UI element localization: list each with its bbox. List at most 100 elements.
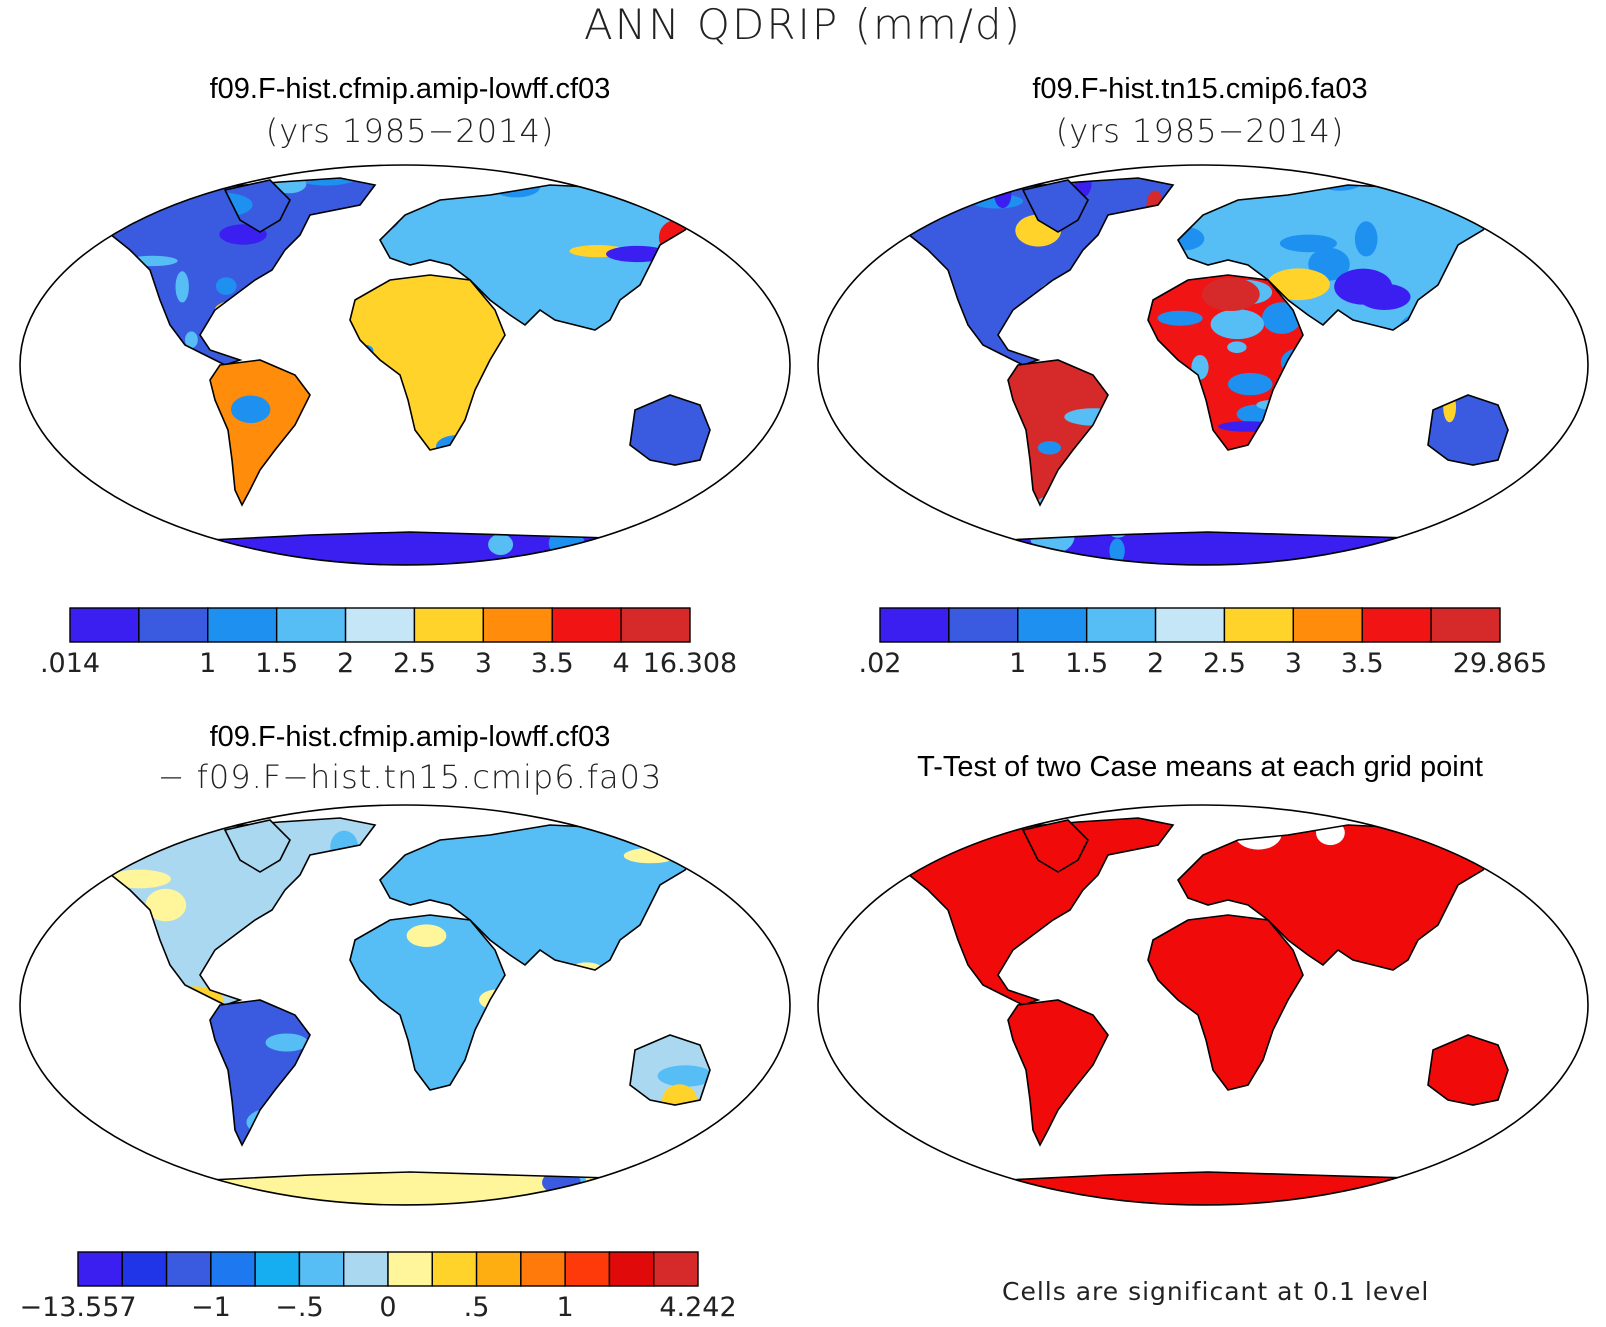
field-patch: [10, 433, 35, 455]
field-patch: [725, 1148, 761, 1162]
field-patch: [831, 487, 874, 501]
field-patch: [106, 1166, 159, 1186]
field-patch: [10, 169, 38, 202]
field-patch: [751, 800, 763, 817]
field-patch: [117, 821, 166, 852]
field-patch: [748, 1160, 777, 1173]
field-patch: [1451, 175, 1508, 203]
field-patch: [808, 562, 846, 571]
field-patch: [814, 546, 857, 570]
field-patch: [85, 207, 121, 225]
field-patch: [20, 200, 55, 214]
field-patch: [51, 501, 87, 529]
continent-australia: [130, 808, 711, 1191]
colorbar-swatch: [1292, 607, 1363, 643]
field-patch: [80, 536, 115, 553]
field-patch: [27, 160, 46, 175]
field-patch: [1157, 310, 1203, 326]
field-patch: [697, 1141, 737, 1154]
field-patch: [563, 808, 605, 820]
field-patch: [44, 538, 95, 570]
field-patch: [808, 514, 821, 527]
colorbar-tick-label: 2.5: [1203, 648, 1246, 679]
field-patch: [711, 811, 730, 821]
field-patch: [760, 553, 800, 570]
field-patch: [28, 160, 80, 172]
field-patch: [734, 540, 767, 570]
land-australia: [630, 395, 710, 465]
field-patch: [43, 812, 66, 832]
land-north-america: [903, 178, 1173, 365]
field-patch: [729, 1193, 748, 1211]
field-patch: [1279, 234, 1337, 253]
panel1-title: f09.F-hist.cfmip.amip-lowff.cf03: [209, 73, 611, 105]
field-patch: [746, 854, 770, 872]
coastline-africa: [1147, 274, 1304, 451]
field-patch: [41, 488, 95, 503]
coastline-greenland: [223, 179, 291, 233]
field-patch: [776, 1113, 800, 1127]
colorbar-swatch: [344, 607, 416, 643]
coastline-north-america: [103, 817, 377, 1006]
field-patch: [1201, 277, 1260, 311]
land-south-america: [210, 360, 310, 505]
land-eurasia: [380, 825, 700, 970]
coastline-australia: [629, 1034, 711, 1106]
field-patch: [1266, 268, 1330, 301]
colorbar-tick-label: 0: [379, 1292, 396, 1323]
coastline-eurasia: [379, 824, 702, 971]
field-patch: [1431, 549, 1492, 570]
field-patch: [861, 171, 906, 187]
colorbar-tick-label: 2: [337, 648, 354, 679]
colorbar-swatch: [948, 607, 1019, 643]
field-patch: [715, 826, 746, 855]
field-patch: [151, 544, 204, 570]
map-border: [817, 804, 1589, 1206]
field-patch: [609, 534, 663, 562]
colorbar-tick-label: 3.5: [531, 648, 574, 679]
colorbar-panel-3: −13.557 −1 −.5 0 .5 1 4.242: [19, 1251, 737, 1323]
field-patch: [773, 510, 795, 538]
colorbar-tick-label: 3.5: [1341, 648, 1384, 679]
colorbar-tick-label: 4: [613, 648, 630, 679]
colorbar-tick-label: 2: [1147, 648, 1164, 679]
field-patch: [215, 277, 237, 295]
colorbar-tick-label: 16.308: [643, 648, 737, 679]
map-panel-2: [808, 164, 1596, 571]
field-patch: [1495, 549, 1543, 570]
coastline-eurasia: [1177, 184, 1500, 331]
field-patch: [548, 217, 566, 241]
field-patch: [130, 1181, 177, 1191]
field-patch: [1498, 857, 1544, 869]
field-patch: [470, 965, 505, 993]
field-patch: [10, 450, 46, 466]
field-patch: [1227, 372, 1273, 396]
field-patch: [48, 206, 78, 220]
field-patch: [10, 1099, 32, 1113]
field-patch: [34, 279, 48, 290]
field-patch: [666, 818, 691, 843]
field-patch: [586, 896, 622, 927]
field-patch: [607, 163, 638, 173]
colorbar-swatch: [520, 1251, 566, 1287]
field-patch: [680, 513, 702, 542]
colorbar-swatch: [482, 607, 553, 643]
field-patch: [16, 1146, 66, 1160]
coastline-eurasia: [379, 184, 702, 331]
field-patch: [1558, 882, 1586, 892]
land-eurasia: [1178, 825, 1498, 970]
field-patch: [10, 178, 44, 203]
field-patch: [406, 924, 447, 947]
coastline-australia: [1427, 1034, 1509, 1106]
field-patch: [875, 203, 907, 231]
field-patch: [761, 548, 782, 570]
field-patch: [657, 1065, 710, 1087]
map-content: [10, 160, 800, 570]
field-patch: [1536, 460, 1578, 470]
field-patch: [776, 903, 800, 928]
field-patch: [1552, 458, 1596, 479]
map-content: [808, 165, 1596, 571]
field-patch: [772, 434, 795, 443]
field-patch: [80, 1138, 102, 1153]
land-greenland: [1023, 820, 1088, 872]
